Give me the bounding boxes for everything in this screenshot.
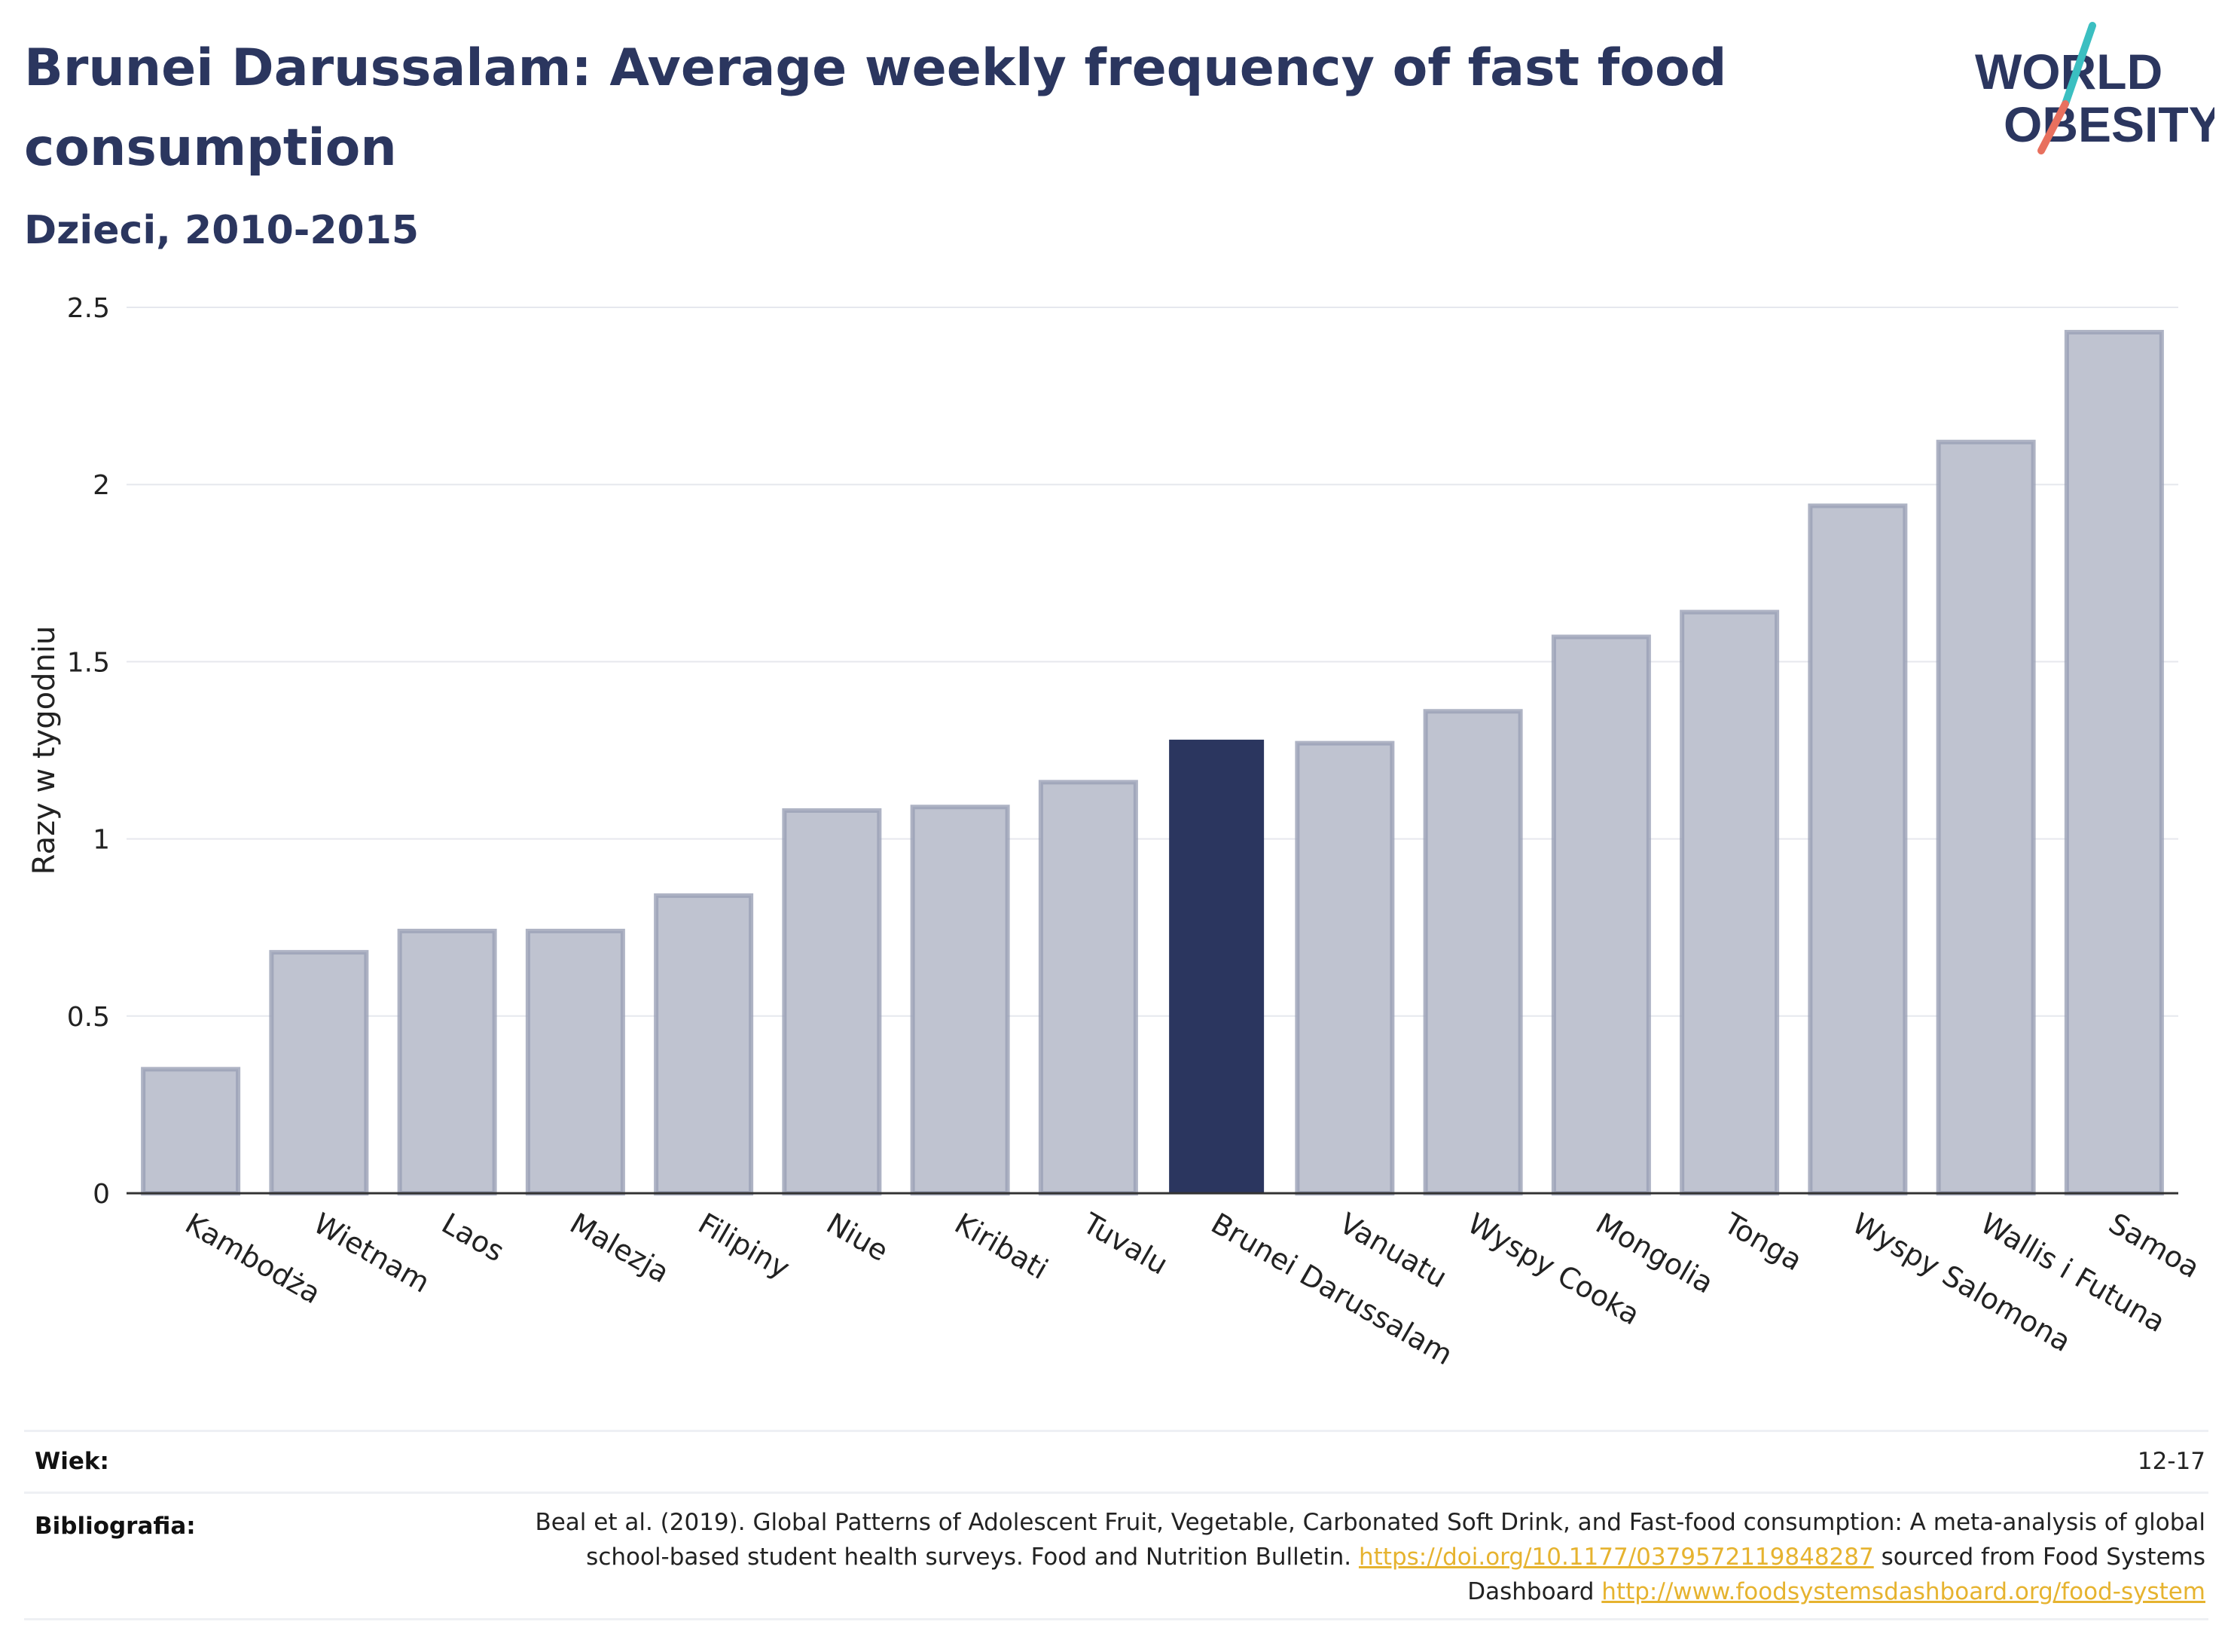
bar[interactable] — [397, 928, 497, 1195]
bar[interactable] — [1423, 709, 1523, 1195]
age-value: 12-17 — [2137, 1448, 2205, 1475]
bar[interactable] — [1680, 609, 1780, 1195]
bar[interactable] — [1295, 740, 1395, 1195]
age-label: Wiek: — [35, 1448, 109, 1475]
x-tick-label: Kiribati — [949, 1207, 1054, 1286]
bar[interactable] — [141, 1067, 241, 1195]
source-dashboard-link[interactable]: http://www.foodsystemsdashboard.org/food… — [1601, 1578, 2205, 1605]
bar[interactable] — [1936, 439, 2036, 1195]
logo-accent-teal — [2062, 22, 2096, 108]
y-tick-label: 0 — [93, 1179, 110, 1210]
bar[interactable] — [525, 928, 625, 1195]
bar[interactable] — [1169, 739, 1265, 1193]
x-tick-label: Filipiny — [693, 1207, 795, 1285]
bar[interactable] — [1808, 503, 1908, 1195]
source-doi-link[interactable]: https://doi.org/10.1177/0379572119848287 — [1358, 1544, 1874, 1571]
source-citation: Beal et al. (2019). Global Patterns of A… — [535, 1509, 2205, 1571]
source-text: Beal et al. (2019). Global Patterns of A… — [511, 1505, 2205, 1609]
meta-divider-mid — [24, 1492, 2208, 1494]
y-axis-ticks: 0 0.5 1 1.5 2 2.5 — [67, 293, 110, 1210]
source-dashboard-text: sourced from Food Systems Dashboard — [1467, 1544, 2205, 1605]
bars — [141, 329, 2164, 1196]
y-tick-label: 1.5 — [67, 647, 110, 678]
x-tick-label: Wietnam — [308, 1207, 435, 1299]
x-tick-label: Malezja — [564, 1207, 675, 1290]
x-tick-label: Wyspy Salomona — [1847, 1207, 2077, 1358]
source-label: Bibliografia: — [35, 1513, 196, 1540]
x-tick-label: Niue — [821, 1207, 894, 1268]
meta-divider-bottom — [24, 1618, 2208, 1620]
y-tick-label: 1 — [93, 825, 110, 856]
bar[interactable] — [654, 893, 754, 1195]
bar[interactable] — [2064, 329, 2164, 1196]
x-tick-label: Tuvalu — [1077, 1206, 1174, 1281]
x-tick-label: Tonga — [1718, 1206, 1808, 1277]
chart-subtitle: Dzieci, 2010-2015 — [24, 208, 420, 253]
world-obesity-logo: WORLD OBESITY — [1975, 22, 2214, 154]
meta-divider-top — [24, 1430, 2208, 1432]
y-tick-label: 0.5 — [67, 1002, 110, 1033]
logo-obesity-text: OBESITY — [2004, 96, 2214, 152]
x-tick-label: Kambodża — [180, 1207, 327, 1311]
logo-accent-red — [2037, 100, 2069, 154]
bar[interactable] — [1551, 634, 1651, 1195]
y-axis-label: Razy w tygodniu — [27, 626, 62, 875]
x-tick-label: Samoa — [2103, 1207, 2205, 1285]
x-tick-label: Laos — [436, 1207, 510, 1269]
x-tick-label: Brunei Darussalam — [1206, 1207, 1458, 1372]
y-tick-label: 2 — [93, 470, 110, 501]
chart-title: Brunei Darussalam: Average weekly freque… — [24, 38, 1727, 178]
bar[interactable] — [269, 950, 369, 1195]
y-tick-label: 2.5 — [67, 293, 110, 324]
bar[interactable] — [1038, 780, 1138, 1195]
bar[interactable] — [782, 808, 882, 1196]
bar[interactable] — [910, 805, 1010, 1195]
